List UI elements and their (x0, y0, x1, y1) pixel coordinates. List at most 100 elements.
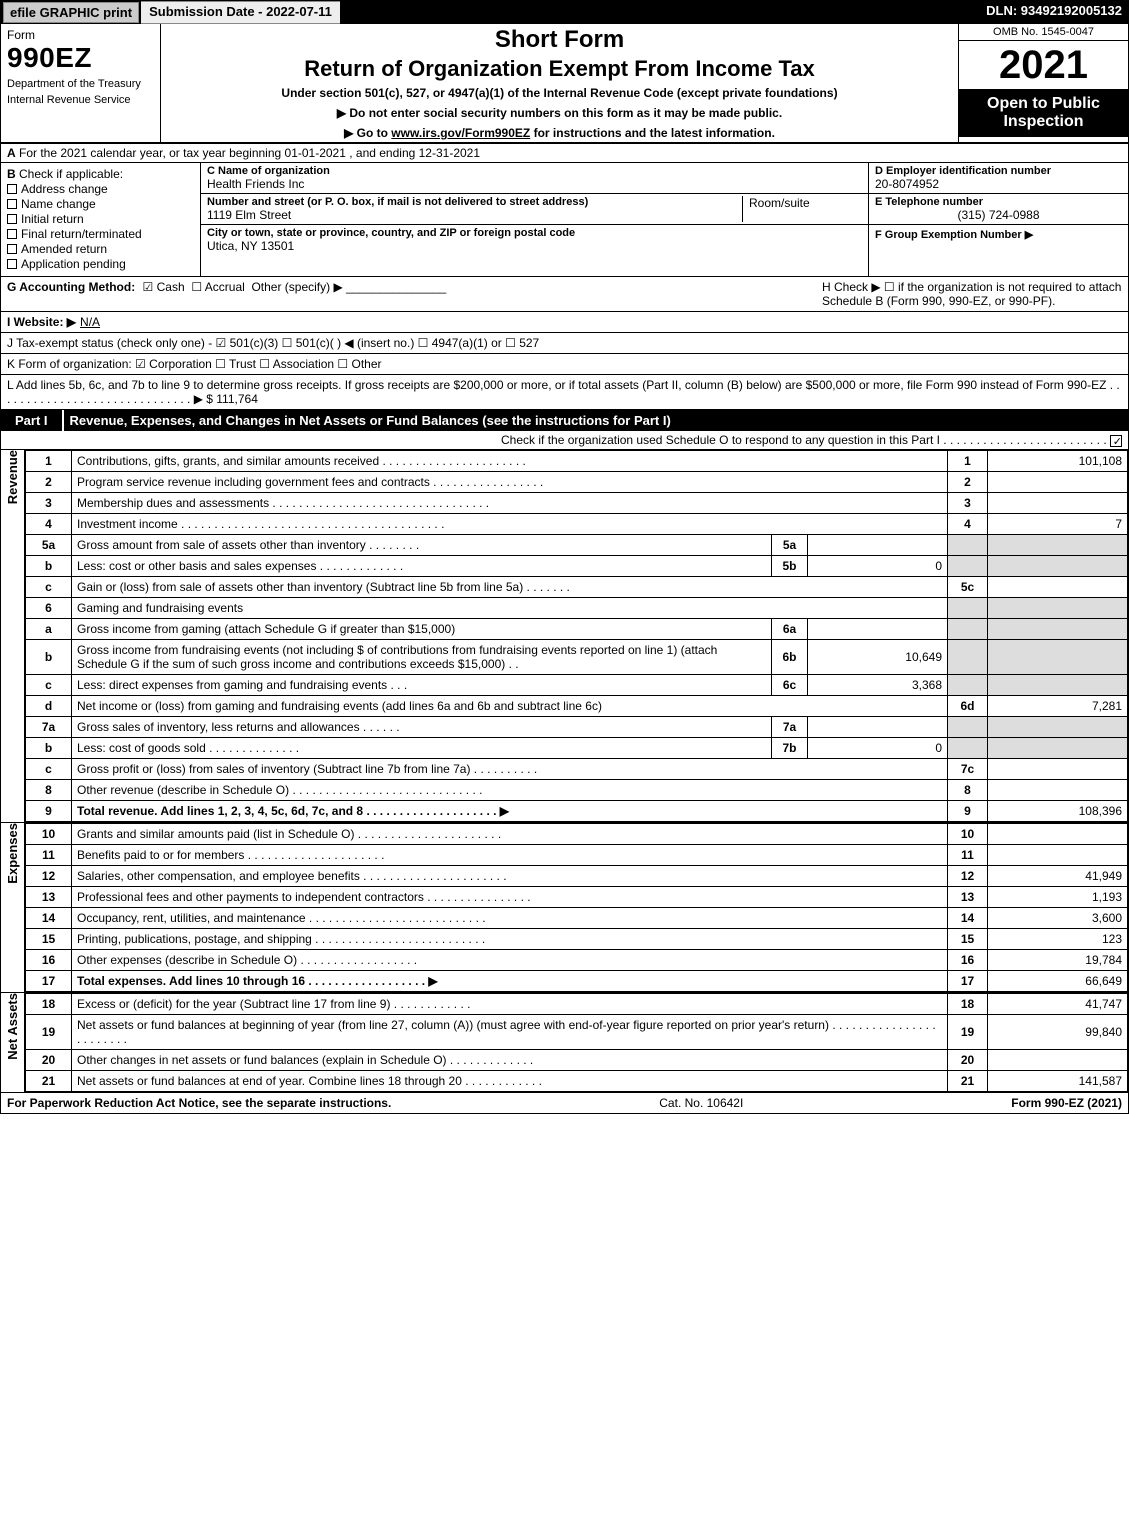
line-desc: Gross profit or (loss) from sales of inv… (72, 759, 948, 780)
irs-link[interactable]: www.irs.gov/Form990EZ (391, 126, 530, 140)
line-number: 6 (26, 598, 72, 619)
revenue-section: Revenue 1Contributions, gifts, grants, a… (1, 450, 1128, 823)
line-number: 20 (26, 1050, 72, 1071)
line-number: 11 (26, 845, 72, 866)
line-number: d (26, 696, 72, 717)
cash-option: Cash (157, 280, 185, 294)
top-bar: efile GRAPHIC print Submission Date - 20… (1, 1, 1128, 24)
revenue-vlabel: Revenue (1, 450, 25, 822)
section-g: G Accounting Method: ☑ Cash ☐ Accrual Ot… (7, 280, 446, 308)
org-name-label: C Name of organization (207, 165, 862, 177)
street-label: Number and street (or P. O. box, if mail… (207, 196, 742, 208)
paperwork-notice: For Paperwork Reduction Act Notice, see … (7, 1096, 391, 1110)
line-desc: Gross sales of inventory, less returns a… (72, 717, 772, 738)
section-c: C Name of organization Health Friends In… (201, 163, 868, 276)
line-ref-shaded (948, 738, 988, 759)
line-ref: 15 (948, 929, 988, 950)
line-desc: Net income or (loss) from gaming and fun… (72, 696, 948, 717)
check-label: Application pending (21, 257, 126, 271)
line-desc: Gross income from gaming (attach Schedul… (72, 619, 772, 640)
schedule-o-checkbox[interactable] (1110, 435, 1122, 447)
line-ref-shaded (948, 619, 988, 640)
line-desc: Other revenue (describe in Schedule O) .… (72, 780, 948, 801)
line-number: 5a (26, 535, 72, 556)
checkbox-icon[interactable] (7, 199, 17, 209)
line-desc: Excess or (deficit) for the year (Subtra… (72, 994, 948, 1015)
line-row: bLess: cost or other basis and sales exp… (26, 556, 1128, 577)
section-b-label: Check if applicable: (19, 167, 123, 181)
check-label: Final return/terminated (21, 227, 142, 241)
section-i: I Website: ▶ N/A (1, 312, 1128, 333)
expenses-vlabel: Expenses (1, 823, 25, 992)
line-number: 21 (26, 1071, 72, 1092)
line-ref: 10 (948, 824, 988, 845)
checkbox-icon[interactable] (7, 184, 17, 194)
inner-ref: 5a (772, 535, 808, 556)
inner-value: 3,368 (808, 675, 948, 696)
checkbox-icon[interactable] (7, 259, 17, 269)
section-l: L Add lines 5b, 6c, and 7b to line 9 to … (1, 375, 1128, 410)
inner-value (808, 619, 948, 640)
tax-exempt-status: J Tax-exempt status (check only one) - ☑… (7, 336, 539, 350)
line-row: aGross income from gaming (attach Schedu… (26, 619, 1128, 640)
amount-shaded (988, 717, 1128, 738)
entity-block: B Check if applicable: Address changeNam… (1, 163, 1128, 277)
city-value: Utica, NY 13501 (207, 239, 862, 253)
line-desc: Gain or (loss) from sale of assets other… (72, 577, 948, 598)
checkbox-icon[interactable] (7, 229, 17, 239)
inner-value: 0 (808, 738, 948, 759)
part-1-tag: Part I (1, 410, 64, 431)
website-label: I Website: ▶ (7, 315, 76, 329)
line-ref: 20 (948, 1050, 988, 1071)
check-label: Address change (21, 182, 108, 196)
accrual-option: Accrual (205, 280, 245, 294)
line-number: 8 (26, 780, 72, 801)
revenue-table: 1Contributions, gifts, grants, and simil… (25, 450, 1128, 822)
line-ref: 9 (948, 801, 988, 822)
amount: 101,108 (988, 451, 1128, 472)
open-public-inspection: Open to Public Inspection (959, 89, 1128, 137)
org-name-value: Health Friends Inc (207, 177, 862, 191)
checkbox-icon[interactable] (7, 244, 17, 254)
line-number: 12 (26, 866, 72, 887)
line-row: 1Contributions, gifts, grants, and simil… (26, 451, 1128, 472)
catalog-number: Cat. No. 10642I (659, 1096, 743, 1110)
line-row: 21Net assets or fund balances at end of … (26, 1071, 1128, 1092)
form-number: 990EZ (7, 42, 154, 74)
line-row: 8Other revenue (describe in Schedule O) … (26, 780, 1128, 801)
section-b: B Check if applicable: Address changeNam… (1, 163, 201, 276)
amount: 123 (988, 929, 1128, 950)
line-ref-shaded (948, 535, 988, 556)
amount-shaded (988, 535, 1128, 556)
short-form-title: Short Form (165, 26, 954, 54)
line-number: a (26, 619, 72, 640)
line-desc: Grants and similar amounts paid (list in… (72, 824, 948, 845)
line-number: 16 (26, 950, 72, 971)
room-label: Room/suite (749, 196, 810, 210)
amount (988, 598, 1128, 619)
inner-value (808, 717, 948, 738)
gross-receipts-text: L Add lines 5b, 6c, and 7b to line 9 to … (7, 378, 1122, 406)
other-line: _______________ (346, 280, 446, 294)
line-number: 7a (26, 717, 72, 738)
line-row: 5aGross amount from sale of assets other… (26, 535, 1128, 556)
efile-print-button[interactable]: efile GRAPHIC print (3, 2, 139, 23)
line-desc: Other expenses (describe in Schedule O) … (72, 950, 948, 971)
form-header: Form 990EZ Department of the Treasury In… (1, 24, 1128, 144)
section-k: K Form of organization: ☑ Corporation ☐ … (1, 354, 1128, 375)
inner-value: 10,649 (808, 640, 948, 675)
check-option: Amended return (7, 242, 194, 256)
dept-treasury: Department of the Treasury (7, 78, 154, 90)
line-desc: Less: cost of goods sold . . . . . . . .… (72, 738, 772, 759)
check-label: Initial return (21, 212, 84, 226)
line-row: 7aGross sales of inventory, less returns… (26, 717, 1128, 738)
line-number: 13 (26, 887, 72, 908)
line-desc: Total expenses. Add lines 10 through 16 … (72, 971, 948, 992)
line-number: b (26, 738, 72, 759)
line-desc: Professional fees and other payments to … (72, 887, 948, 908)
checkbox-icon[interactable] (7, 214, 17, 224)
line-row: 18Excess or (deficit) for the year (Subt… (26, 994, 1128, 1015)
line-desc: Investment income . . . . . . . . . . . … (72, 514, 948, 535)
amount: 7,281 (988, 696, 1128, 717)
form-id-footer: Form 990-EZ (2021) (1011, 1096, 1122, 1110)
